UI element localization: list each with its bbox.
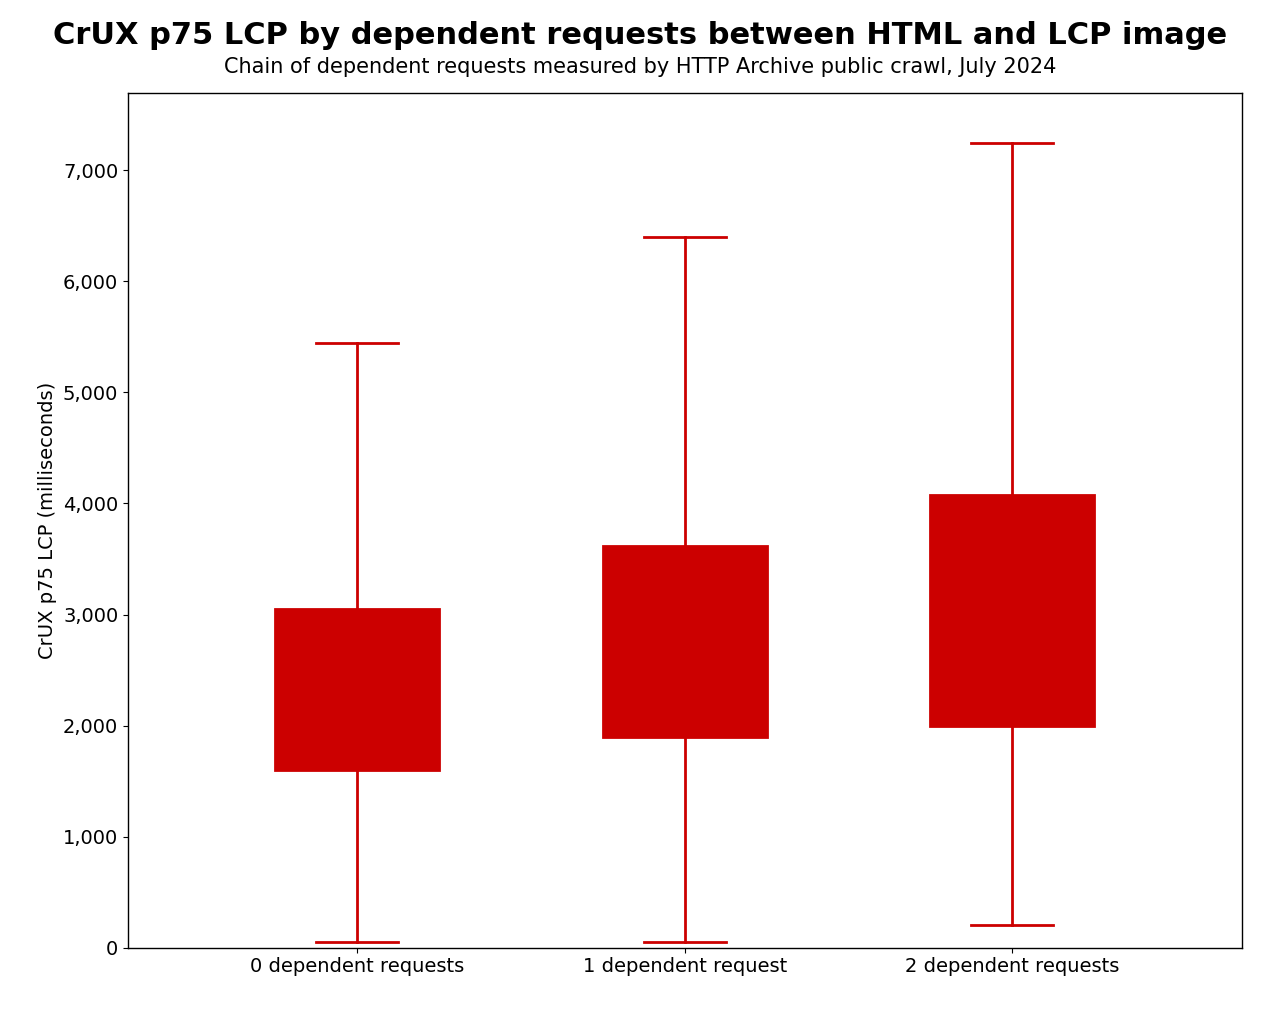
Text: CrUX p75 LCP by dependent requests between HTML and LCP image: CrUX p75 LCP by dependent requests betwe… bbox=[52, 21, 1228, 49]
PathPatch shape bbox=[603, 546, 767, 736]
Text: Chain of dependent requests measured by HTTP Archive public crawl, July 2024: Chain of dependent requests measured by … bbox=[224, 57, 1056, 77]
PathPatch shape bbox=[931, 494, 1094, 725]
Y-axis label: CrUX p75 LCP (milliseconds): CrUX p75 LCP (milliseconds) bbox=[38, 381, 58, 659]
PathPatch shape bbox=[275, 609, 439, 770]
